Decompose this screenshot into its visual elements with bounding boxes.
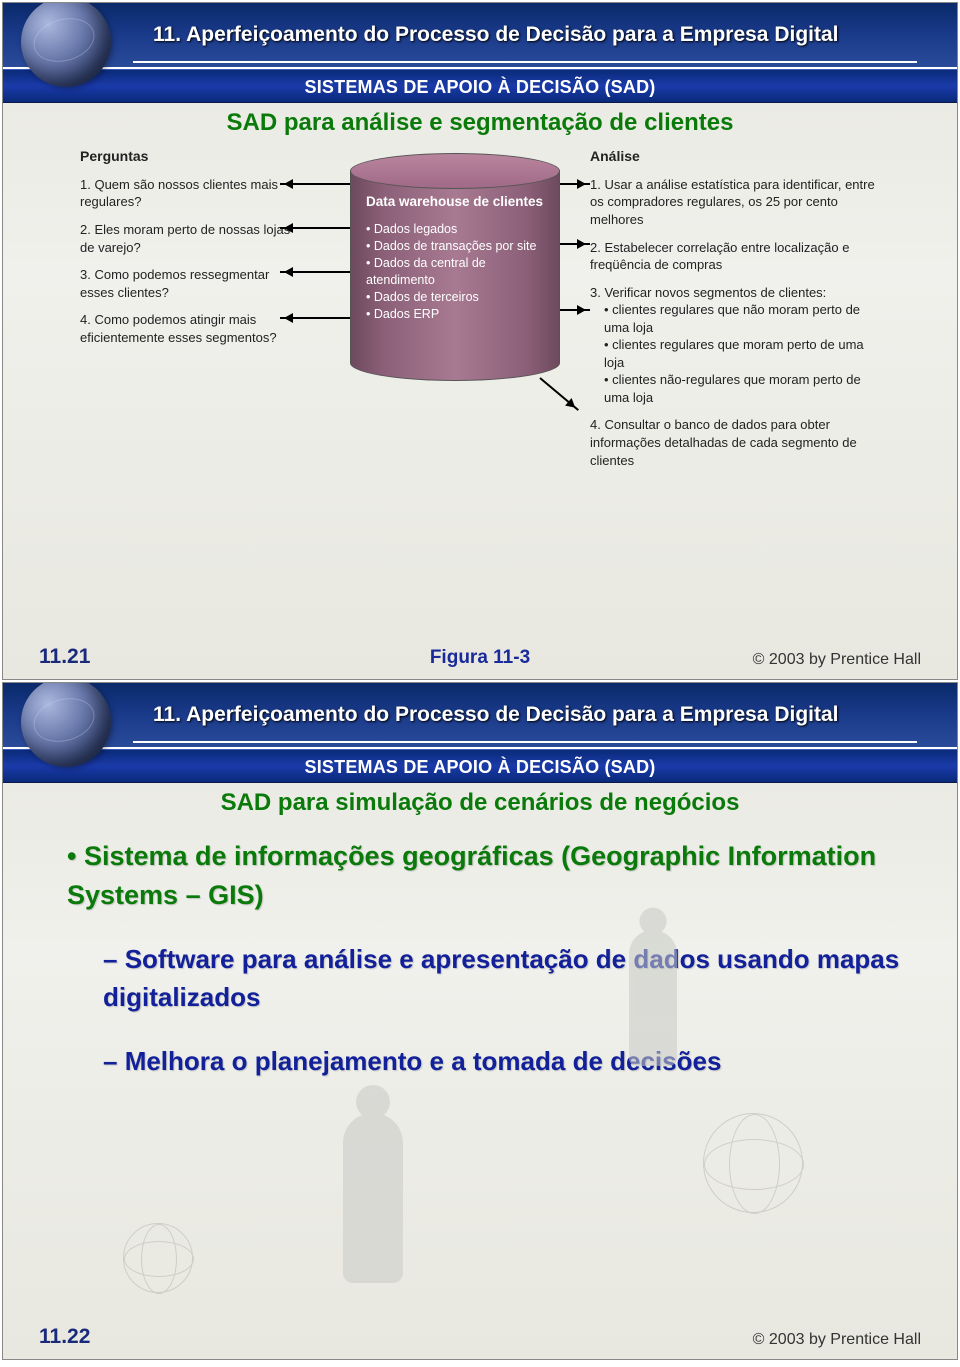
divider <box>133 61 917 63</box>
diagram-figure-11-3: Perguntas 1. Quem são nossos clientes ma… <box>60 141 900 571</box>
slide-header: 11. Aperfeiçoamento do Processo de Decis… <box>3 3 957 69</box>
subheader: SISTEMAS DE APOIO À DECISÃO (SAD) <box>3 69 957 103</box>
cylinder-text: Data warehouse de clientes Dados legados… <box>366 193 544 322</box>
arrow-icon <box>560 243 590 245</box>
analise-3-sub: clientes regulares que moram perto de um… <box>604 336 880 371</box>
cylinder-items: Dados legados Dados de transações por si… <box>366 221 544 322</box>
wiresphere-icon <box>703 1113 803 1213</box>
analise-3-sub: clientes não-regulares que moram perto d… <box>604 371 880 406</box>
figure-label: Figura 11-3 <box>3 647 957 669</box>
arrow-icon <box>560 183 590 185</box>
analise-3: 3. Verificar novos segmentos de clientes… <box>590 284 880 407</box>
db-item: Dados legados <box>366 221 544 238</box>
db-item: Dados da central de atendimento <box>366 255 544 289</box>
slide-11-22: 11. Aperfeiçoamento do Processo de Decis… <box>2 682 958 1360</box>
pergunta-4: 4. Como podemos atingir mais eficienteme… <box>80 311 300 346</box>
cylinder-top <box>350 153 560 189</box>
sub-bullet-2: Melhora o planejamento e a tomada de dec… <box>103 1043 907 1081</box>
db-item: Dados de transações por site <box>366 238 544 255</box>
slide-footer: 11.22 © 2003 by Prentice Hall <box>3 1325 957 1349</box>
data-warehouse-cylinder: Data warehouse de clientes Dados legados… <box>350 171 560 381</box>
arrow-icon <box>280 227 350 229</box>
analise-1: 1. Usar a análise estatística para ident… <box>590 176 880 229</box>
analise-column: Análise 1. Usar a análise estatística pa… <box>590 147 880 469</box>
pergunta-1: 1. Quem são nossos clientes mais regular… <box>80 176 300 211</box>
bullet-gis: Sistema de informações geográficas (Geog… <box>67 837 907 915</box>
pergunta-2: 2. Eles moram perto de nossas lojas de v… <box>80 221 300 256</box>
analise-3-sub: clientes regulares que não moram perto d… <box>604 301 880 336</box>
silhouette-icon <box>343 1113 403 1283</box>
silhouette-icon <box>629 930 677 1066</box>
analise-2: 2. Estabelecer correlação entre localiza… <box>590 239 880 274</box>
arrow-icon <box>280 317 350 319</box>
pergunta-3: 3. Como podemos ressegmentar esses clien… <box>80 266 300 301</box>
slide-header: 11. Aperfeiçoamento do Processo de Decis… <box>3 683 957 749</box>
slide-footer: 11.21 Figura 11-3 © 2003 by Prentice Hal… <box>3 645 957 669</box>
analise-heading: Análise <box>590 147 880 166</box>
copyright: © 2003 by Prentice Hall <box>753 1331 921 1349</box>
perguntas-heading: Perguntas <box>80 147 300 166</box>
subheader: SISTEMAS DE APOIO À DECISÃO (SAD) <box>3 749 957 783</box>
divider <box>133 741 917 743</box>
arrow-icon <box>560 309 590 311</box>
analise-3-sublist: clientes regulares que não moram perto d… <box>604 301 880 406</box>
wiresphere-icon <box>123 1223 193 1293</box>
cylinder-title: Data warehouse de clientes <box>366 193 544 211</box>
slide-content: Sistema de informações geográficas (Geog… <box>3 821 957 1080</box>
sub-bullet-1: Software para análise e apresentação de … <box>103 941 907 1016</box>
db-item: Dados de terceiros <box>366 289 544 306</box>
db-item: Dados ERP <box>366 306 544 323</box>
analise-3-text: 3. Verificar novos segmentos de clientes… <box>590 285 826 300</box>
section-title: SAD para análise e segmentação de client… <box>123 109 837 137</box>
section-title: SAD para simulação de cenários de negóci… <box>123 789 837 817</box>
chapter-title: 11. Aperfeiçoamento do Processo de Decis… <box>153 703 858 727</box>
slide-11-21: 11. Aperfeiçoamento do Processo de Decis… <box>2 2 958 680</box>
chapter-title: 11. Aperfeiçoamento do Processo de Decis… <box>153 23 858 47</box>
perguntas-column: Perguntas 1. Quem são nossos clientes ma… <box>80 147 300 346</box>
analise-4: 4. Consultar o banco de dados para obter… <box>590 416 880 469</box>
arrow-icon <box>280 271 350 273</box>
arrow-icon <box>280 183 350 185</box>
arrow-icon <box>539 377 579 411</box>
slide-number: 11.22 <box>39 1325 90 1349</box>
